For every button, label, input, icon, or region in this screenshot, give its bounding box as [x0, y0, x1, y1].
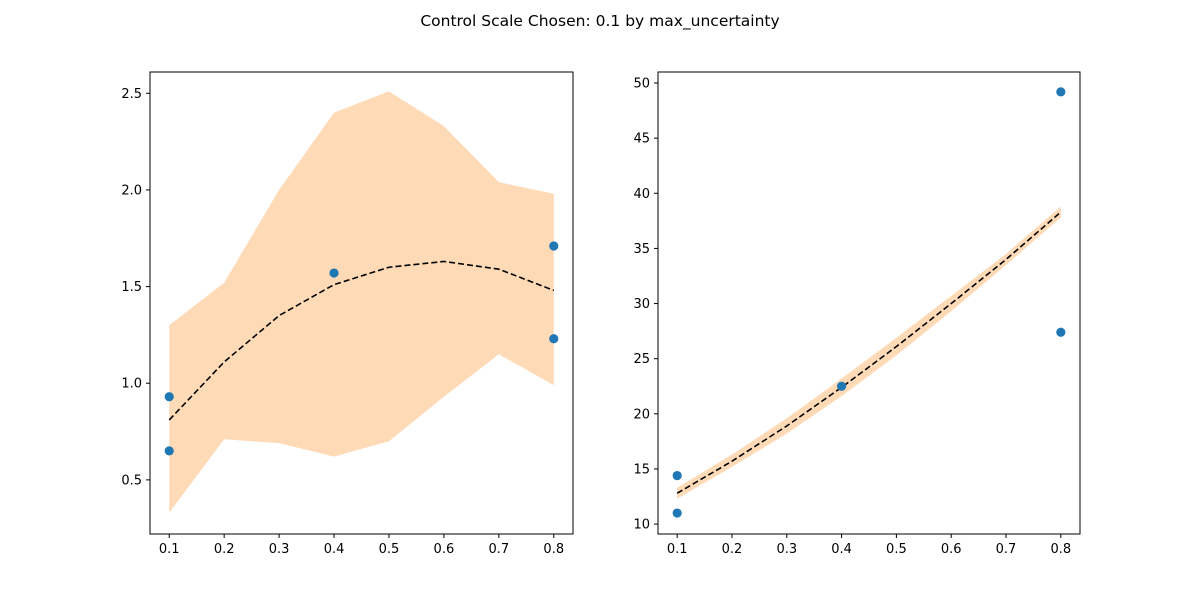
right-x-tick-label: 0.7	[996, 542, 1017, 557]
right-x-tick-label: 0.5	[886, 542, 907, 557]
right-x-tick-label: 0.2	[722, 542, 743, 557]
left-x-tick-label: 0.6	[434, 542, 455, 557]
left-data-point	[329, 268, 339, 278]
right-y-tick-label: 50	[633, 77, 650, 92]
left-x-tick-label: 0.7	[488, 542, 509, 557]
left-x-tick-label: 0.4	[324, 542, 345, 557]
left-y-tick-label: 1.5	[121, 280, 142, 295]
right-data-point	[1056, 327, 1066, 337]
right-x-tick-label: 0.1	[667, 542, 688, 557]
right-uncertainty-band	[677, 206, 1061, 499]
left-y-tick-label: 1.0	[121, 377, 142, 392]
right-data-point	[672, 508, 682, 518]
figure-suptitle: Control Scale Chosen: 0.1 by max_uncerta…	[420, 12, 779, 31]
right-y-tick-label: 15	[633, 462, 650, 477]
right-subplot: 0.1 0.2 0.3 0.4 0.5 0.6 0.7 0.8 10 15 20 25 30 35 40 45…	[633, 71, 1081, 557]
left-mean-line	[168, 260, 555, 421]
left-y-tick-label: 2.0	[121, 183, 142, 198]
right-y-tick-label: 45	[633, 132, 650, 147]
right-axes-frame	[657, 71, 1081, 535]
right-x-tick-label: 0.4	[831, 542, 852, 557]
left-x-tick-label: 0.5	[379, 542, 400, 557]
left-y-tick-label: 2.5	[121, 87, 142, 102]
left-data-point	[164, 446, 174, 456]
left-x-tick-label: 0.3	[269, 542, 290, 557]
right-data-point	[837, 381, 847, 391]
right-y-tick-label: 40	[633, 187, 650, 202]
right-x-tick-label: 0.6	[941, 542, 962, 557]
left-y-tick-label: 0.5	[121, 473, 142, 488]
right-x-tick-label: 0.3	[776, 542, 797, 557]
left-x-tick-label: 0.1	[159, 542, 180, 557]
right-x-tick-label: 0.8	[1050, 542, 1071, 557]
left-axes-frame	[149, 71, 574, 535]
right-y-tick-label: 20	[633, 407, 650, 422]
left-data-point	[164, 392, 174, 402]
right-data-point	[1056, 87, 1066, 97]
right-data-point	[672, 470, 682, 481]
left-x-tick-label: 0.2	[214, 542, 235, 557]
right-y-tick-label: 35	[633, 242, 650, 257]
left-uncertainty-band	[169, 91, 554, 513]
right-y-tick-label: 30	[633, 297, 650, 312]
left-data-point	[549, 334, 559, 344]
left-data-point	[549, 241, 559, 251]
right-y-tick-label: 25	[633, 352, 650, 367]
left-x-tick-label: 0.8	[543, 542, 564, 557]
right-y-tick-label: 10	[633, 518, 650, 533]
right-mean-line	[676, 211, 1062, 494]
left-subplot: 0.1 0.2 0.3 0.4 0.5 0.6 0.7 0.8 0.5 1.0 1.5 2.0 2.5	[121, 71, 574, 557]
